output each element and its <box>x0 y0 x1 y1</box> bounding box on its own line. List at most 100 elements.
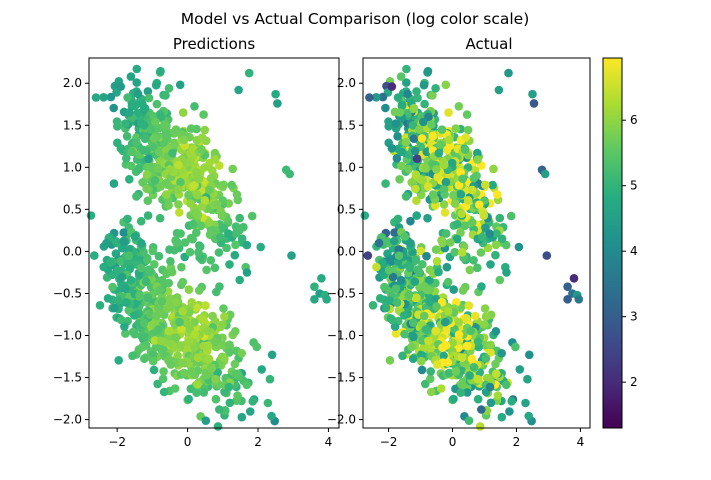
prediction-point-682 <box>116 256 125 266</box>
prediction-point-1095 <box>206 255 216 265</box>
actual-point-730 <box>378 258 387 268</box>
prediction-point-138 <box>116 144 126 153</box>
prediction-point-646 <box>123 214 132 224</box>
prediction-point-402 <box>171 125 181 134</box>
prediction-point-1093 <box>217 211 227 220</box>
actual-point-1120 <box>491 240 501 250</box>
prediction-point-1141 <box>102 238 111 248</box>
prediction-point-233 <box>127 100 137 110</box>
prediction-point-446 <box>197 133 207 142</box>
prediction-point-429 <box>219 180 228 190</box>
actual-point-98 <box>423 213 432 223</box>
actual-points <box>360 64 584 431</box>
prediction-point-250 <box>154 147 164 157</box>
prediction-point-358 <box>210 148 220 158</box>
actual-point-1055 <box>507 397 516 406</box>
prediction-point-259 <box>235 275 244 285</box>
prediction-point-1133 <box>287 251 296 260</box>
actual-point-1027 <box>462 314 471 323</box>
actual-point-475 <box>463 196 473 205</box>
prediction-point-1106 <box>185 247 195 257</box>
prediction-point-454 <box>184 190 193 200</box>
actual-point-485 <box>453 219 462 229</box>
prediction-point-420 <box>196 221 206 231</box>
prediction-point-683 <box>124 306 133 315</box>
actual-point-307 <box>391 119 401 128</box>
actual-point-1104 <box>411 255 421 265</box>
prediction-point-399 <box>178 108 188 117</box>
actual-point-434 <box>428 91 437 100</box>
prediction-point-382 <box>214 248 224 257</box>
prediction-point-824 <box>194 286 204 295</box>
x-tick-label: 4 <box>577 435 585 449</box>
actual-point-460 <box>454 181 464 190</box>
actual-point-218 <box>462 110 472 119</box>
actual-point-487 <box>450 199 460 208</box>
prediction-point-658 <box>136 263 146 273</box>
actual-point-1122 <box>478 232 487 242</box>
prediction-point-1032 <box>220 354 229 363</box>
prediction-point-1058 <box>164 326 174 336</box>
prediction-point-720 <box>119 236 128 246</box>
actual-point-936 <box>451 367 461 376</box>
actual-point-1045 <box>443 307 453 316</box>
actual-point-278 <box>431 201 440 210</box>
actual-point-1075 <box>464 416 474 426</box>
prediction-point-165 <box>125 175 134 184</box>
prediction-point-965 <box>213 368 222 377</box>
prediction-point-626 <box>158 374 168 384</box>
prediction-point-627 <box>140 354 149 364</box>
panel-predictions: Predictions −2 0 2 4 −2.0 −1.5 −1.0 −0.5 0.0 0.5… <box>53 35 340 449</box>
y-tick-label: −2.0 <box>53 413 82 427</box>
actual-point-876 <box>445 368 454 378</box>
actual-point-1042 <box>473 337 483 347</box>
actual-point-741 <box>392 298 402 307</box>
prediction-point-404 <box>170 140 179 149</box>
actual-point-425 <box>415 125 424 134</box>
prediction-point-1119 <box>154 251 164 261</box>
prediction-point-1129 <box>271 89 280 99</box>
prediction-point-1091 <box>193 209 202 219</box>
actual-point-458 <box>439 185 449 194</box>
actual-point-104 <box>401 192 411 201</box>
actual-point-748 <box>404 290 414 300</box>
y-tick-label: 0.0 <box>63 244 82 258</box>
prediction-point-706 <box>95 301 105 310</box>
x-tick-label: 2 <box>513 435 521 449</box>
prediction-point-987 <box>252 342 262 352</box>
actual-point-399 <box>444 108 453 117</box>
prediction-point-936 <box>187 367 196 376</box>
actual-point-819 <box>399 311 409 320</box>
actual-point-824 <box>458 286 468 295</box>
actual-point-652 <box>425 275 434 285</box>
prediction-point-410 <box>142 170 152 179</box>
y-tick-label: 0.5 <box>337 202 356 216</box>
actual-point-343 <box>423 182 433 191</box>
actual-point-721 <box>391 284 401 294</box>
prediction-point-152 <box>132 138 141 147</box>
prediction-point-1094 <box>202 265 211 275</box>
prediction-point-126 <box>106 92 116 102</box>
actual-point-142 <box>406 216 415 226</box>
prediction-point-452 <box>175 208 184 217</box>
prediction-point-467 <box>206 173 216 183</box>
prediction-point-425 <box>146 125 156 134</box>
actual-point-1121 <box>437 236 446 245</box>
actual-point-1058 <box>431 326 441 336</box>
prediction-point-218 <box>199 110 208 119</box>
prediction-point-1101 <box>210 263 220 273</box>
actual-point-1073 <box>443 277 453 287</box>
prediction-point-457 <box>176 177 185 187</box>
prediction-point-916 <box>130 329 140 339</box>
prediction-point-1108 <box>165 245 174 254</box>
prediction-point-1132 <box>285 169 295 179</box>
actual-point-1144 <box>486 398 496 408</box>
actual-point-1068 <box>432 302 441 311</box>
actual-point-1006 <box>424 336 433 346</box>
actual-point-1071 <box>462 341 472 351</box>
prediction-point-813 <box>151 342 161 352</box>
actual-point-626 <box>426 374 435 384</box>
actual-point-1089 <box>485 229 494 238</box>
actual-point-293 <box>506 211 516 221</box>
prediction-point-1030 <box>193 353 203 363</box>
